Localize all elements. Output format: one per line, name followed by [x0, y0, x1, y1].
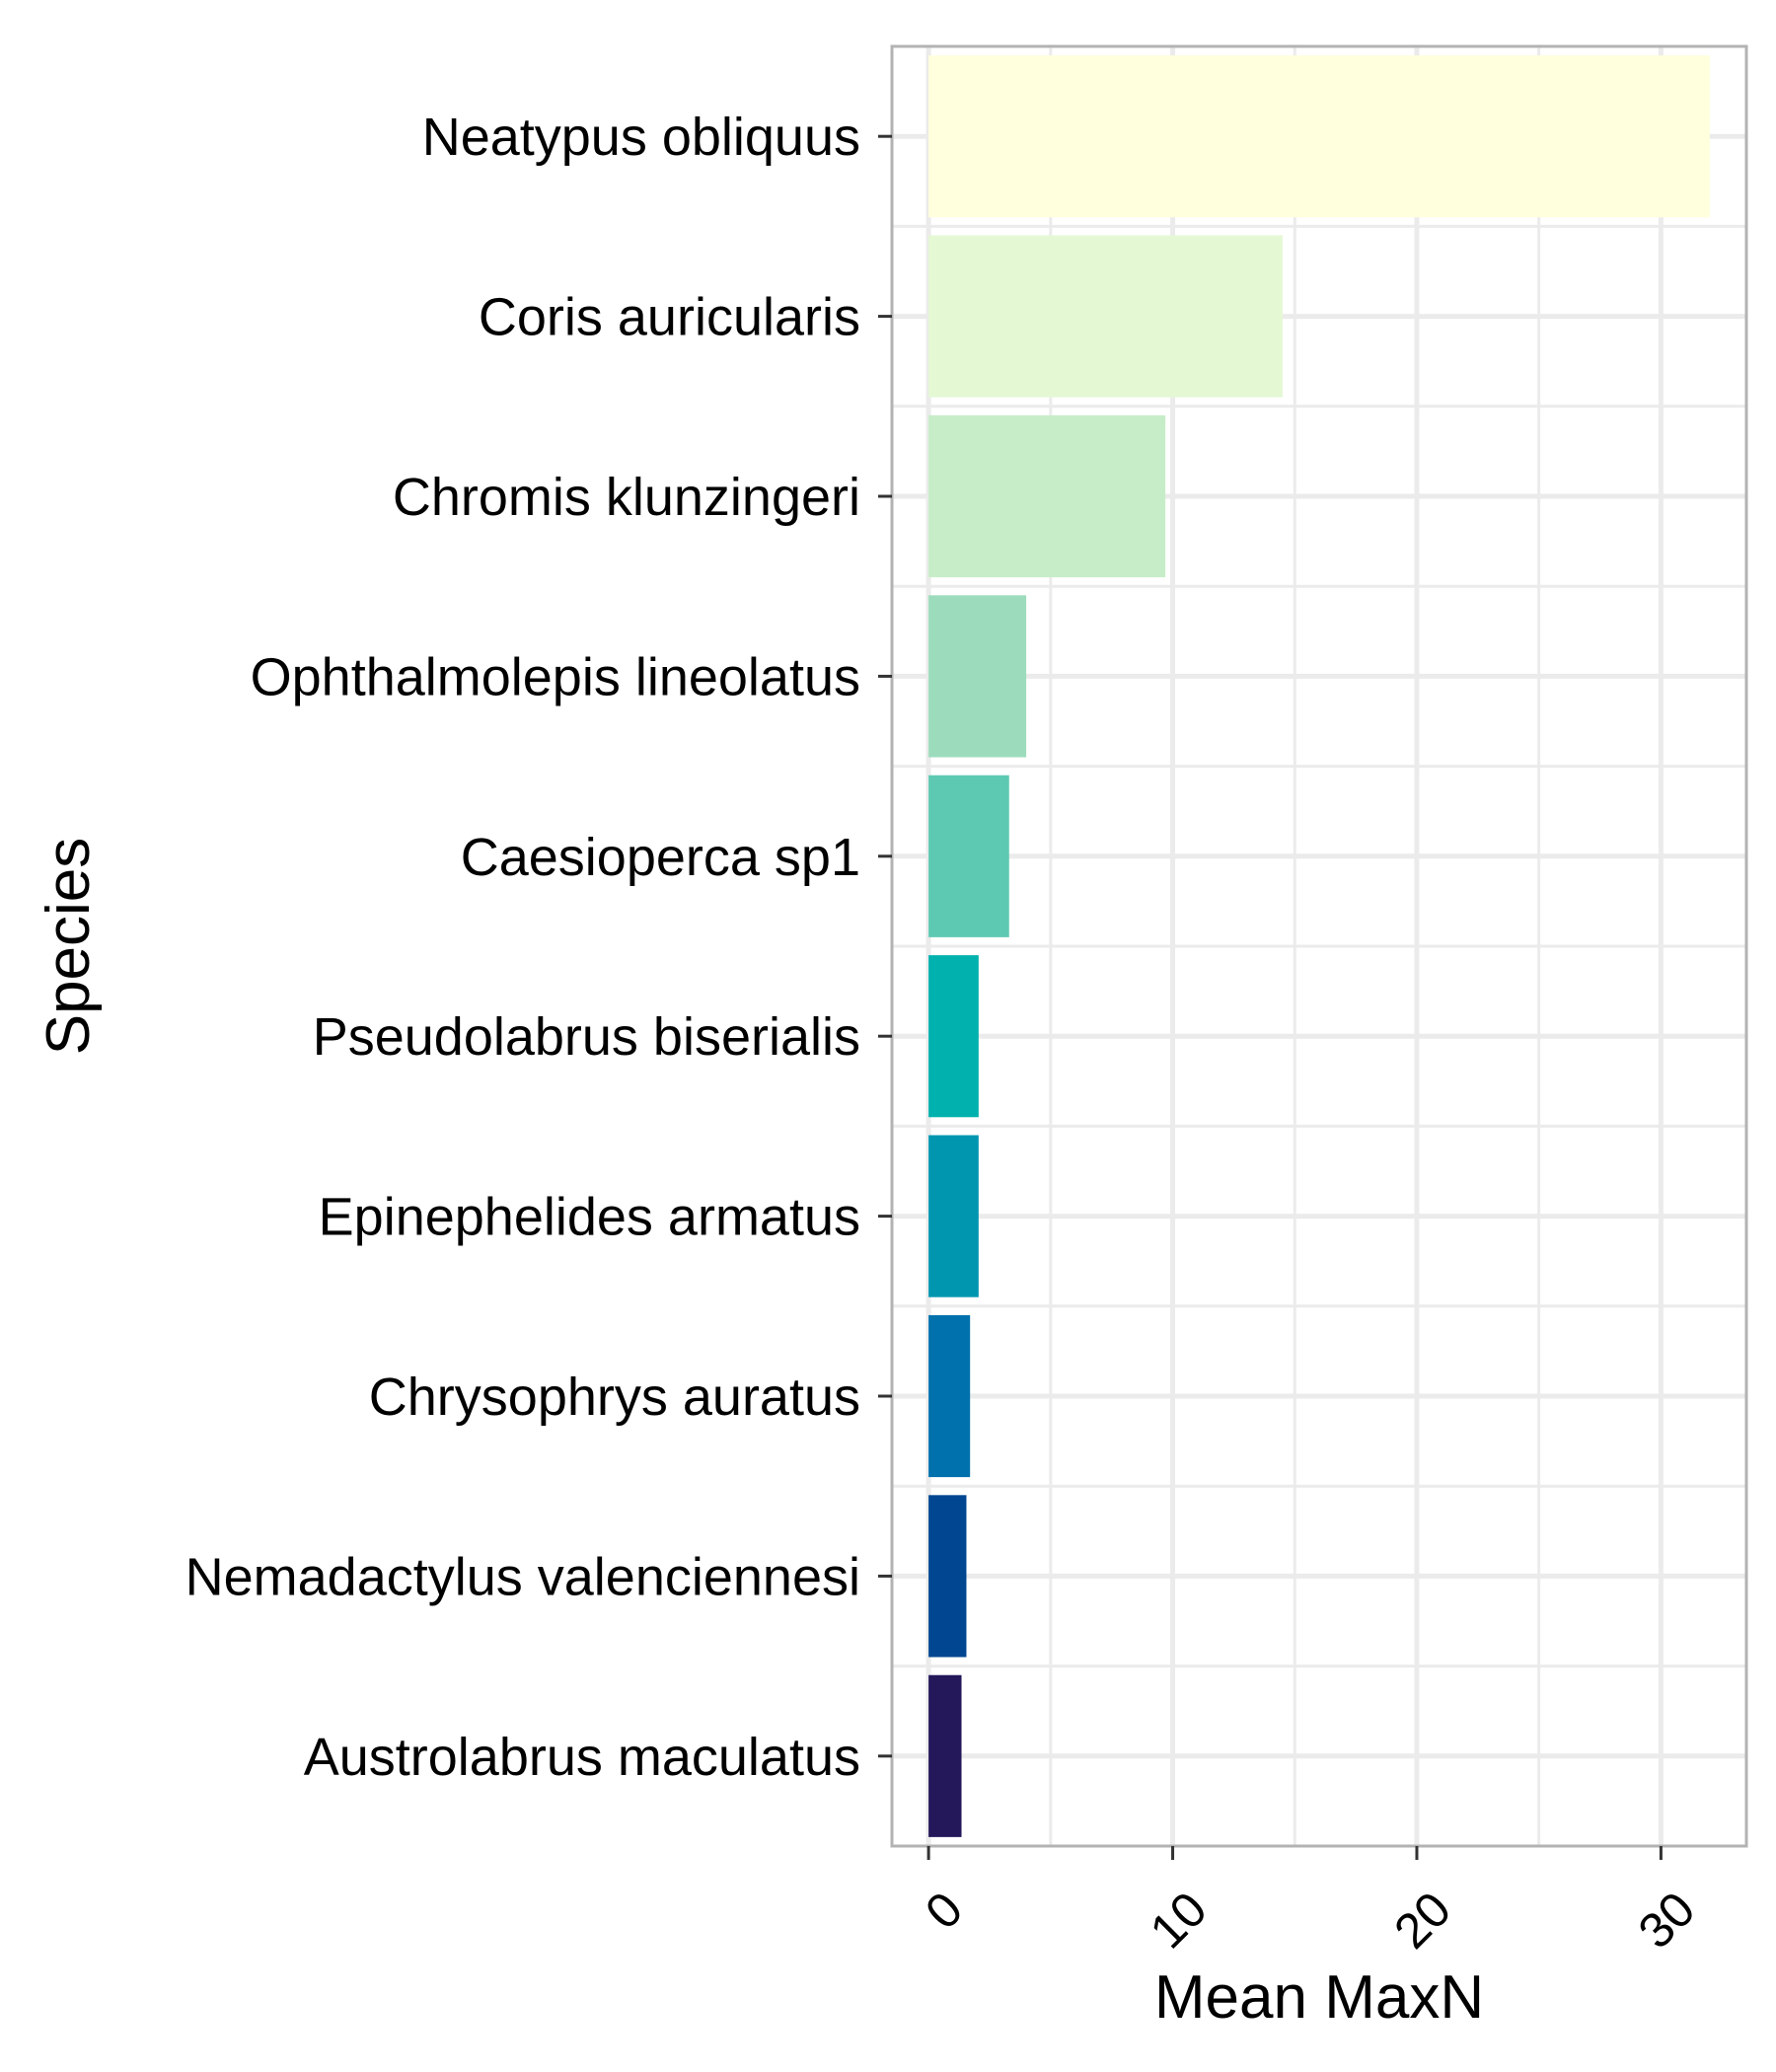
x-tick-label: 20: [1383, 1882, 1461, 1960]
category-label: Pseudolabrus biserialis: [313, 1007, 860, 1067]
category-label: Nemadactylus valenciennesi: [185, 1547, 860, 1606]
x-axis-title: Mean MaxN: [1154, 1963, 1484, 2032]
bar: [928, 414, 1166, 578]
bar: [928, 775, 1009, 937]
panel-border: [890, 44, 1748, 1848]
category-label: Neatypus obliquus: [422, 108, 860, 167]
category-label: Chrysophrys auratus: [369, 1368, 860, 1427]
bar: [928, 1314, 971, 1478]
bar: [928, 955, 979, 1118]
bar: [928, 595, 1027, 758]
x-tick-label: 30: [1628, 1882, 1706, 1960]
x-tick-label: 10: [1140, 1882, 1218, 1960]
category-label: Epinephelides armatus: [319, 1188, 860, 1247]
category-label: Caesioperca sp1: [461, 828, 860, 887]
bar: [928, 1674, 962, 1837]
bar-layer: [928, 55, 1710, 1837]
bar: [928, 1135, 979, 1297]
bar: [928, 1495, 967, 1658]
category-label: Austrolabrus maculatus: [304, 1728, 860, 1787]
category-label: Coris auricularis: [479, 288, 860, 347]
y-axis-title: Species: [35, 838, 103, 1056]
category-label: Ophthalmolepis lineolatus: [251, 647, 860, 706]
bar: [928, 235, 1283, 398]
x-tick-label: 0: [915, 1882, 973, 1940]
bar: [928, 55, 1710, 218]
category-label: Chromis klunzingeri: [393, 468, 860, 527]
label-layer: Neatypus obliquus Coris auricularis Chromi…: [185, 108, 1706, 1959]
tick-layer: [878, 134, 1663, 1860]
